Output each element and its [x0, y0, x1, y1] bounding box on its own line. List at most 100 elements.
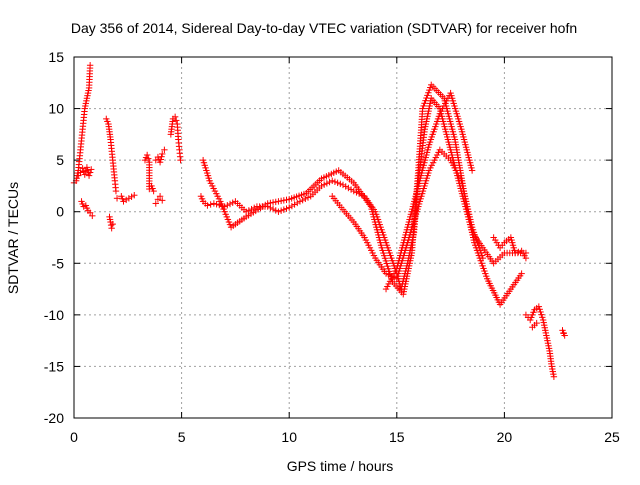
data-point-track-k [294, 199, 301, 207]
data-point-track-k [342, 183, 349, 190]
data-point-track-k [229, 199, 236, 206]
data-point-track-k [326, 178, 333, 186]
data-point-track-d [112, 187, 120, 195]
data-point-track-b [83, 164, 91, 171]
data-point-track-j [177, 156, 184, 164]
data-point-track-l [272, 198, 279, 206]
data-point-track-h [157, 156, 164, 163]
plot-frame [73, 56, 613, 419]
data-point-track-k [204, 202, 211, 209]
x-tick-label: 25 [604, 429, 620, 445]
data-point-track-k [207, 201, 214, 208]
data-point-track-k [280, 206, 288, 213]
data-point-track-l [264, 200, 271, 207]
tick-labels: 0 5 10 15 20 25 -20 -15 -10 -5 0 5 10 15 [44, 49, 620, 445]
data-point-track-k [337, 180, 344, 188]
data-point-track-p [538, 311, 545, 318]
data-point-track-k [269, 205, 277, 213]
data-point-track-k [251, 204, 258, 212]
data-point-track-k [345, 184, 352, 192]
data-point-track-e [107, 221, 115, 229]
data-point-track-k [286, 204, 293, 211]
data-point-track-h [156, 159, 164, 166]
data-point-track-f [125, 195, 133, 202]
data-point-track-p [535, 303, 543, 310]
data-point-track-k [272, 207, 279, 214]
x-tick-label: 20 [497, 429, 513, 445]
data-point-track-l [426, 86, 433, 94]
data-point-track-k [331, 178, 339, 186]
data-point-track-f [120, 198, 127, 205]
data-point-track-b [88, 166, 95, 173]
data-point-track-m [382, 270, 390, 277]
x-tick-label: 15 [389, 429, 405, 445]
x-tick-label: 5 [178, 429, 186, 445]
data-point-track-k [304, 194, 312, 201]
data-point-track-l [424, 92, 431, 99]
data-point-track-b [85, 172, 93, 179]
data-point-track-l [421, 100, 428, 107]
grid-lines [74, 57, 612, 418]
data-point-track-k [275, 208, 282, 215]
data-point-track-r [560, 330, 567, 337]
y-tick-label: 0 [56, 204, 64, 220]
data-point-track-i [159, 197, 166, 204]
data-point-track-k [320, 181, 328, 188]
data-point-track-e [109, 220, 116, 228]
data-point-track-n [468, 167, 476, 174]
y-tick-label: 5 [56, 152, 64, 168]
axes [73, 56, 613, 419]
data-points [70, 62, 568, 380]
data-point-track-i [152, 200, 159, 207]
y-tick-label: -5 [52, 255, 65, 271]
data-point-track-f [128, 193, 135, 200]
data-point-track-g [143, 151, 151, 159]
data-point-track-l [518, 270, 525, 277]
data-point-track-k [296, 198, 304, 205]
data-point-track-j [171, 113, 179, 121]
data-point-track-k [302, 195, 309, 203]
data-point-track-q [533, 319, 540, 327]
data-point-track-k [350, 187, 357, 195]
data-point-track-l [269, 199, 277, 206]
data-point-track-l [277, 197, 285, 205]
data-point-track-b [79, 165, 86, 172]
data-point-track-e [108, 225, 115, 232]
chart-title: Day 356 of 2014, Sidereal Day-to-day VTE… [71, 20, 577, 36]
data-point-track-k [288, 202, 296, 210]
data-point-track-k [291, 201, 298, 208]
data-point-track-h [158, 153, 165, 160]
data-point-track-l [423, 94, 430, 102]
data-point-track-p [550, 373, 558, 380]
data-point-track-g [150, 187, 157, 195]
data-point-track-b [86, 169, 94, 176]
y-tick-label: -10 [44, 307, 64, 323]
data-point-track-m [479, 254, 487, 262]
x-tick-label: 10 [281, 429, 297, 445]
data-point-track-c [89, 212, 96, 220]
data-point-track-b [77, 169, 84, 176]
data-point-track-k [318, 182, 325, 190]
data-point-track-l [275, 198, 282, 205]
data-point-track-o [522, 254, 530, 262]
data-point-track-l [283, 196, 290, 204]
data-point-track-f [113, 195, 121, 202]
data-point-track-f [122, 196, 130, 204]
data-point-track-a [86, 62, 94, 69]
data-point-track-l [267, 199, 274, 207]
y-tick-label: 10 [48, 101, 64, 117]
data-point-track-k [224, 202, 231, 209]
data-point-track-l [422, 97, 429, 104]
data-point-track-b [81, 171, 88, 178]
data-point-track-l [280, 197, 288, 204]
data-point-track-k [226, 200, 234, 208]
x-tick-label: 0 [70, 429, 78, 445]
data-point-track-l [425, 89, 432, 96]
data-point-track-p [537, 308, 544, 316]
data-point-track-k [347, 186, 355, 193]
x-axis-label: GPS time / hours [287, 458, 394, 474]
data-point-track-k [329, 177, 336, 184]
y-axis-label: SDTVAR / TECUs [5, 182, 21, 294]
